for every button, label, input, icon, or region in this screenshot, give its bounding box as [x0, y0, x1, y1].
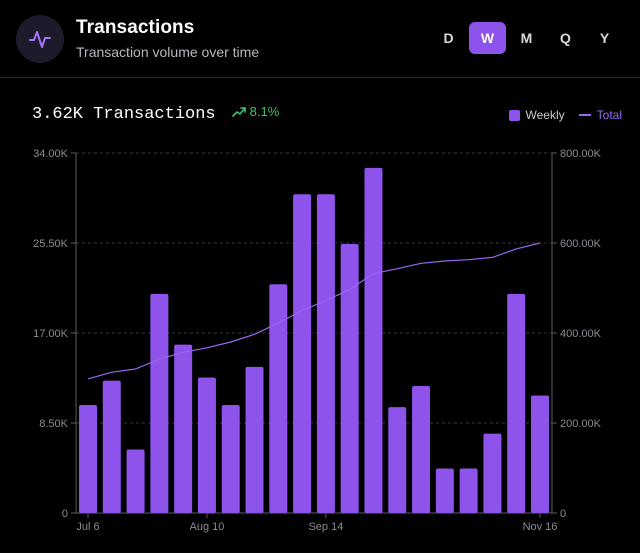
weekly-bar: [340, 244, 359, 513]
summary: 3.62K Transactions 8.1%: [32, 104, 279, 124]
legend-swatch-total: [578, 114, 591, 116]
weekly-bar: [221, 405, 240, 513]
trend-up-icon: [231, 106, 246, 117]
weekly-bar: [126, 449, 145, 513]
range-week-button[interactable]: W: [469, 22, 506, 54]
weekly-bar: [79, 405, 97, 513]
total-line: [87, 242, 541, 380]
weekly-bar: [102, 380, 121, 513]
left-axis-tick-label: 25.50K: [33, 238, 69, 250]
legend-swatch-weekly: [508, 109, 520, 121]
left-axis-tick-label: 34.00K: [33, 148, 69, 160]
weekly-bar: [412, 385, 431, 513]
left-axis-tick-label: 0: [62, 508, 68, 520]
weekly-bar: [245, 366, 264, 513]
weekly-bar: [269, 284, 288, 513]
range-month-button[interactable]: M: [508, 22, 545, 54]
weekly-bar: [459, 468, 478, 513]
transactions-chart: 0 8.50K 17.00K 25.50K 34.00K 0 200.00K 400.00K 6…: [33, 148, 602, 533]
chart-legend: Weekly Total: [508, 108, 622, 122]
range-day-button[interactable]: D: [430, 22, 467, 54]
card-header: Transactions Transaction volume over tim…: [0, 0, 640, 78]
x-axis-tick-label: Nov 16: [523, 521, 558, 533]
legend-item-weekly[interactable]: Weekly: [508, 108, 565, 122]
weekly-bar: [197, 377, 216, 513]
total-transactions: 3.62K Transactions: [32, 104, 216, 124]
weekly-bar: [388, 407, 407, 513]
weekly-bar: [435, 468, 454, 513]
right-axis-tick-label: 600.00K: [560, 238, 602, 250]
legend-label-total: Total: [596, 108, 622, 122]
x-axis-tick-label: Jul 6: [76, 521, 99, 533]
left-axis-tick-label: 17.00K: [33, 328, 69, 340]
weekly-bar: [531, 395, 549, 513]
activity-pulse-icon: [16, 15, 64, 63]
range-quarter-button[interactable]: Q: [547, 22, 584, 54]
x-axis-tick-label: Aug 10: [190, 521, 225, 533]
weekly-bar: [293, 194, 312, 513]
legend-label-weekly: Weekly: [525, 108, 565, 122]
right-axis-tick-label: 400.00K: [560, 328, 602, 340]
weekly-bar: [507, 293, 526, 513]
card-subtitle: Transaction volume over time: [76, 44, 260, 60]
trend-value: 8.1%: [249, 104, 280, 119]
weekly-bar: [364, 167, 383, 513]
weekly-bar: [150, 293, 169, 513]
right-axis-tick-label: 800.00K: [560, 148, 602, 160]
card-title: Transactions: [76, 17, 195, 38]
right-axis-tick-label: 200.00K: [560, 418, 602, 430]
right-axis-tick-label: 0: [560, 508, 566, 520]
weekly-bar: [174, 344, 193, 513]
time-range-selector: D W M Q Y: [430, 22, 623, 54]
x-axis-tick-label: Sep 14: [308, 521, 343, 533]
weekly-bar: [316, 194, 335, 513]
weekly-bar: [483, 433, 502, 513]
left-axis-tick-label: 8.50K: [39, 418, 68, 430]
legend-item-total[interactable]: Total: [578, 108, 622, 122]
trend-badge: 8.1%: [231, 104, 280, 119]
range-year-button[interactable]: Y: [586, 22, 623, 54]
